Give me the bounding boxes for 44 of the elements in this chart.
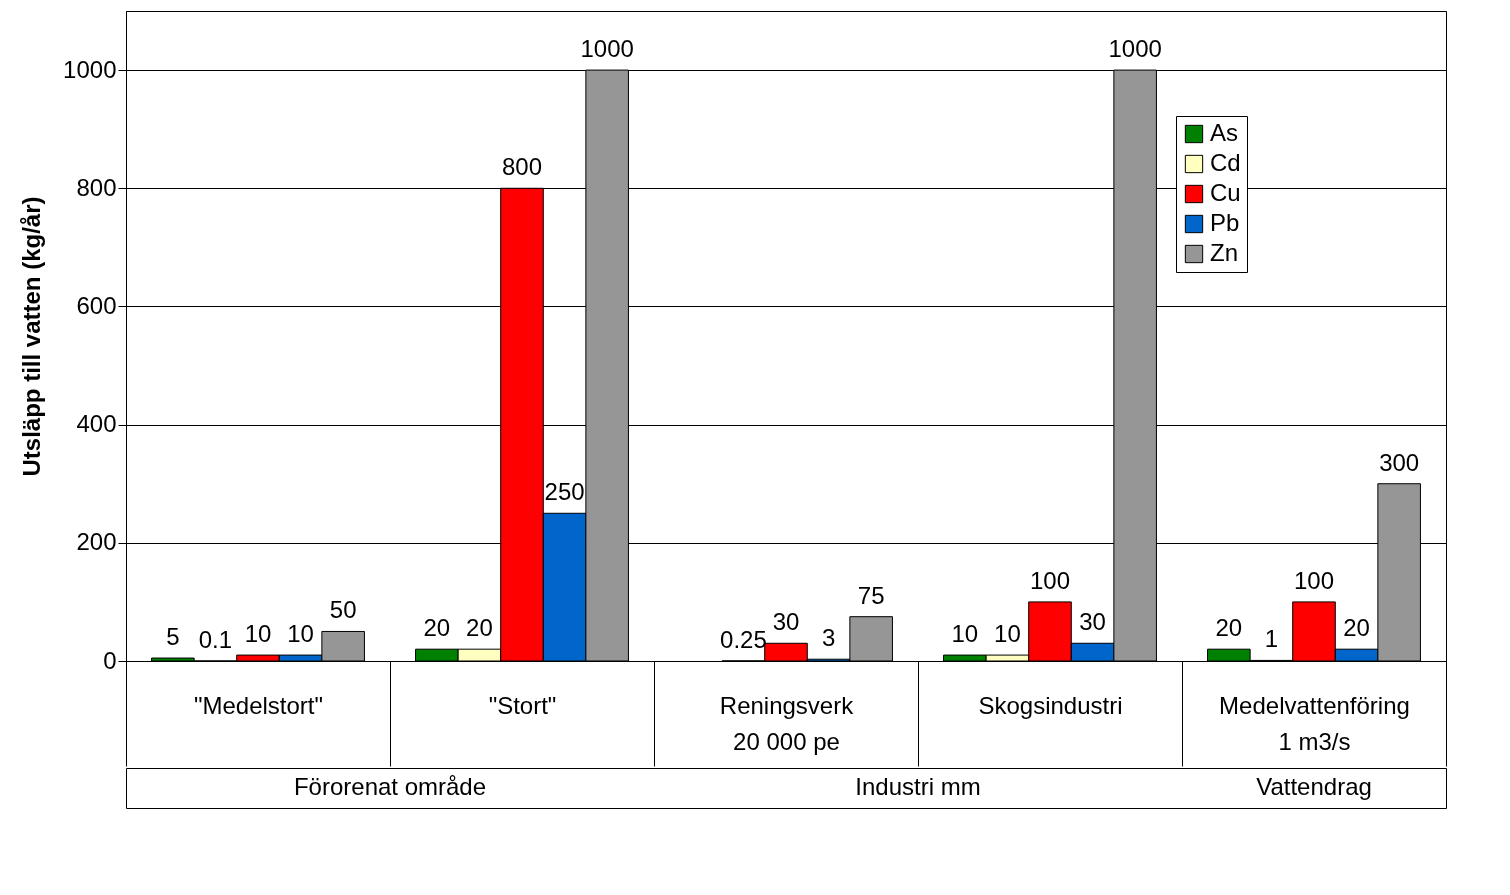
data-label: 10	[287, 620, 314, 648]
y-tick-label: 800	[76, 173, 117, 201]
data-label: 100	[1029, 566, 1071, 594]
x-tick-label: Medelvattenföring 1 m3/s	[1219, 691, 1410, 755]
data-label: 75	[857, 581, 885, 609]
data-label: 50	[329, 596, 357, 624]
x-tick-label: Reningsverk 20 000 pe	[719, 691, 855, 755]
text: Vattendrag	[1256, 773, 1372, 800]
x-tick-label: Skogsindustri	[978, 691, 1123, 719]
x-tick-label: "Medelstort"	[193, 691, 324, 719]
data-label: 1000	[580, 35, 634, 63]
data-label: 20	[423, 614, 451, 642]
data-label: 100	[1293, 566, 1335, 594]
legend-label: Pb	[1210, 209, 1240, 236]
y-axis-title: Utsläpp till vatten (kg/år)	[18, 196, 46, 477]
legend-label: Cu	[1210, 179, 1241, 206]
text: Förorenat område	[293, 773, 487, 800]
data-label: 20	[1215, 614, 1243, 642]
data-label: 1000	[1108, 35, 1162, 63]
data-label: 0.1	[198, 625, 233, 653]
y-tick-label: 200	[76, 528, 117, 556]
legend-label: Zn	[1210, 239, 1239, 266]
data-label: 3	[821, 624, 836, 652]
data-label: 10	[244, 620, 272, 648]
text: Industri mm	[855, 773, 981, 800]
legend-label: As	[1210, 119, 1239, 146]
y-tick-label: 1000	[63, 55, 117, 83]
y-tick-label: 0	[103, 646, 117, 674]
data-label: 30	[1079, 608, 1106, 636]
data-label: 800	[501, 153, 543, 181]
data-label: 1	[1264, 625, 1279, 653]
x-tick-label: "Stort"	[488, 691, 557, 719]
y-tick-label: 400	[76, 410, 117, 438]
data-label: 5	[166, 623, 180, 651]
data-label: 10	[951, 620, 979, 648]
legend-label: Cd	[1210, 149, 1241, 176]
data-label: 20	[1343, 614, 1370, 642]
data-label: 20	[466, 614, 493, 642]
y-tick-label: 600	[76, 291, 117, 319]
data-label: 30	[772, 608, 800, 636]
data-label: 250	[544, 478, 585, 506]
data-label: 0.25	[720, 625, 767, 653]
data-label: 10	[994, 620, 1021, 648]
data-label: 300	[1379, 448, 1420, 476]
